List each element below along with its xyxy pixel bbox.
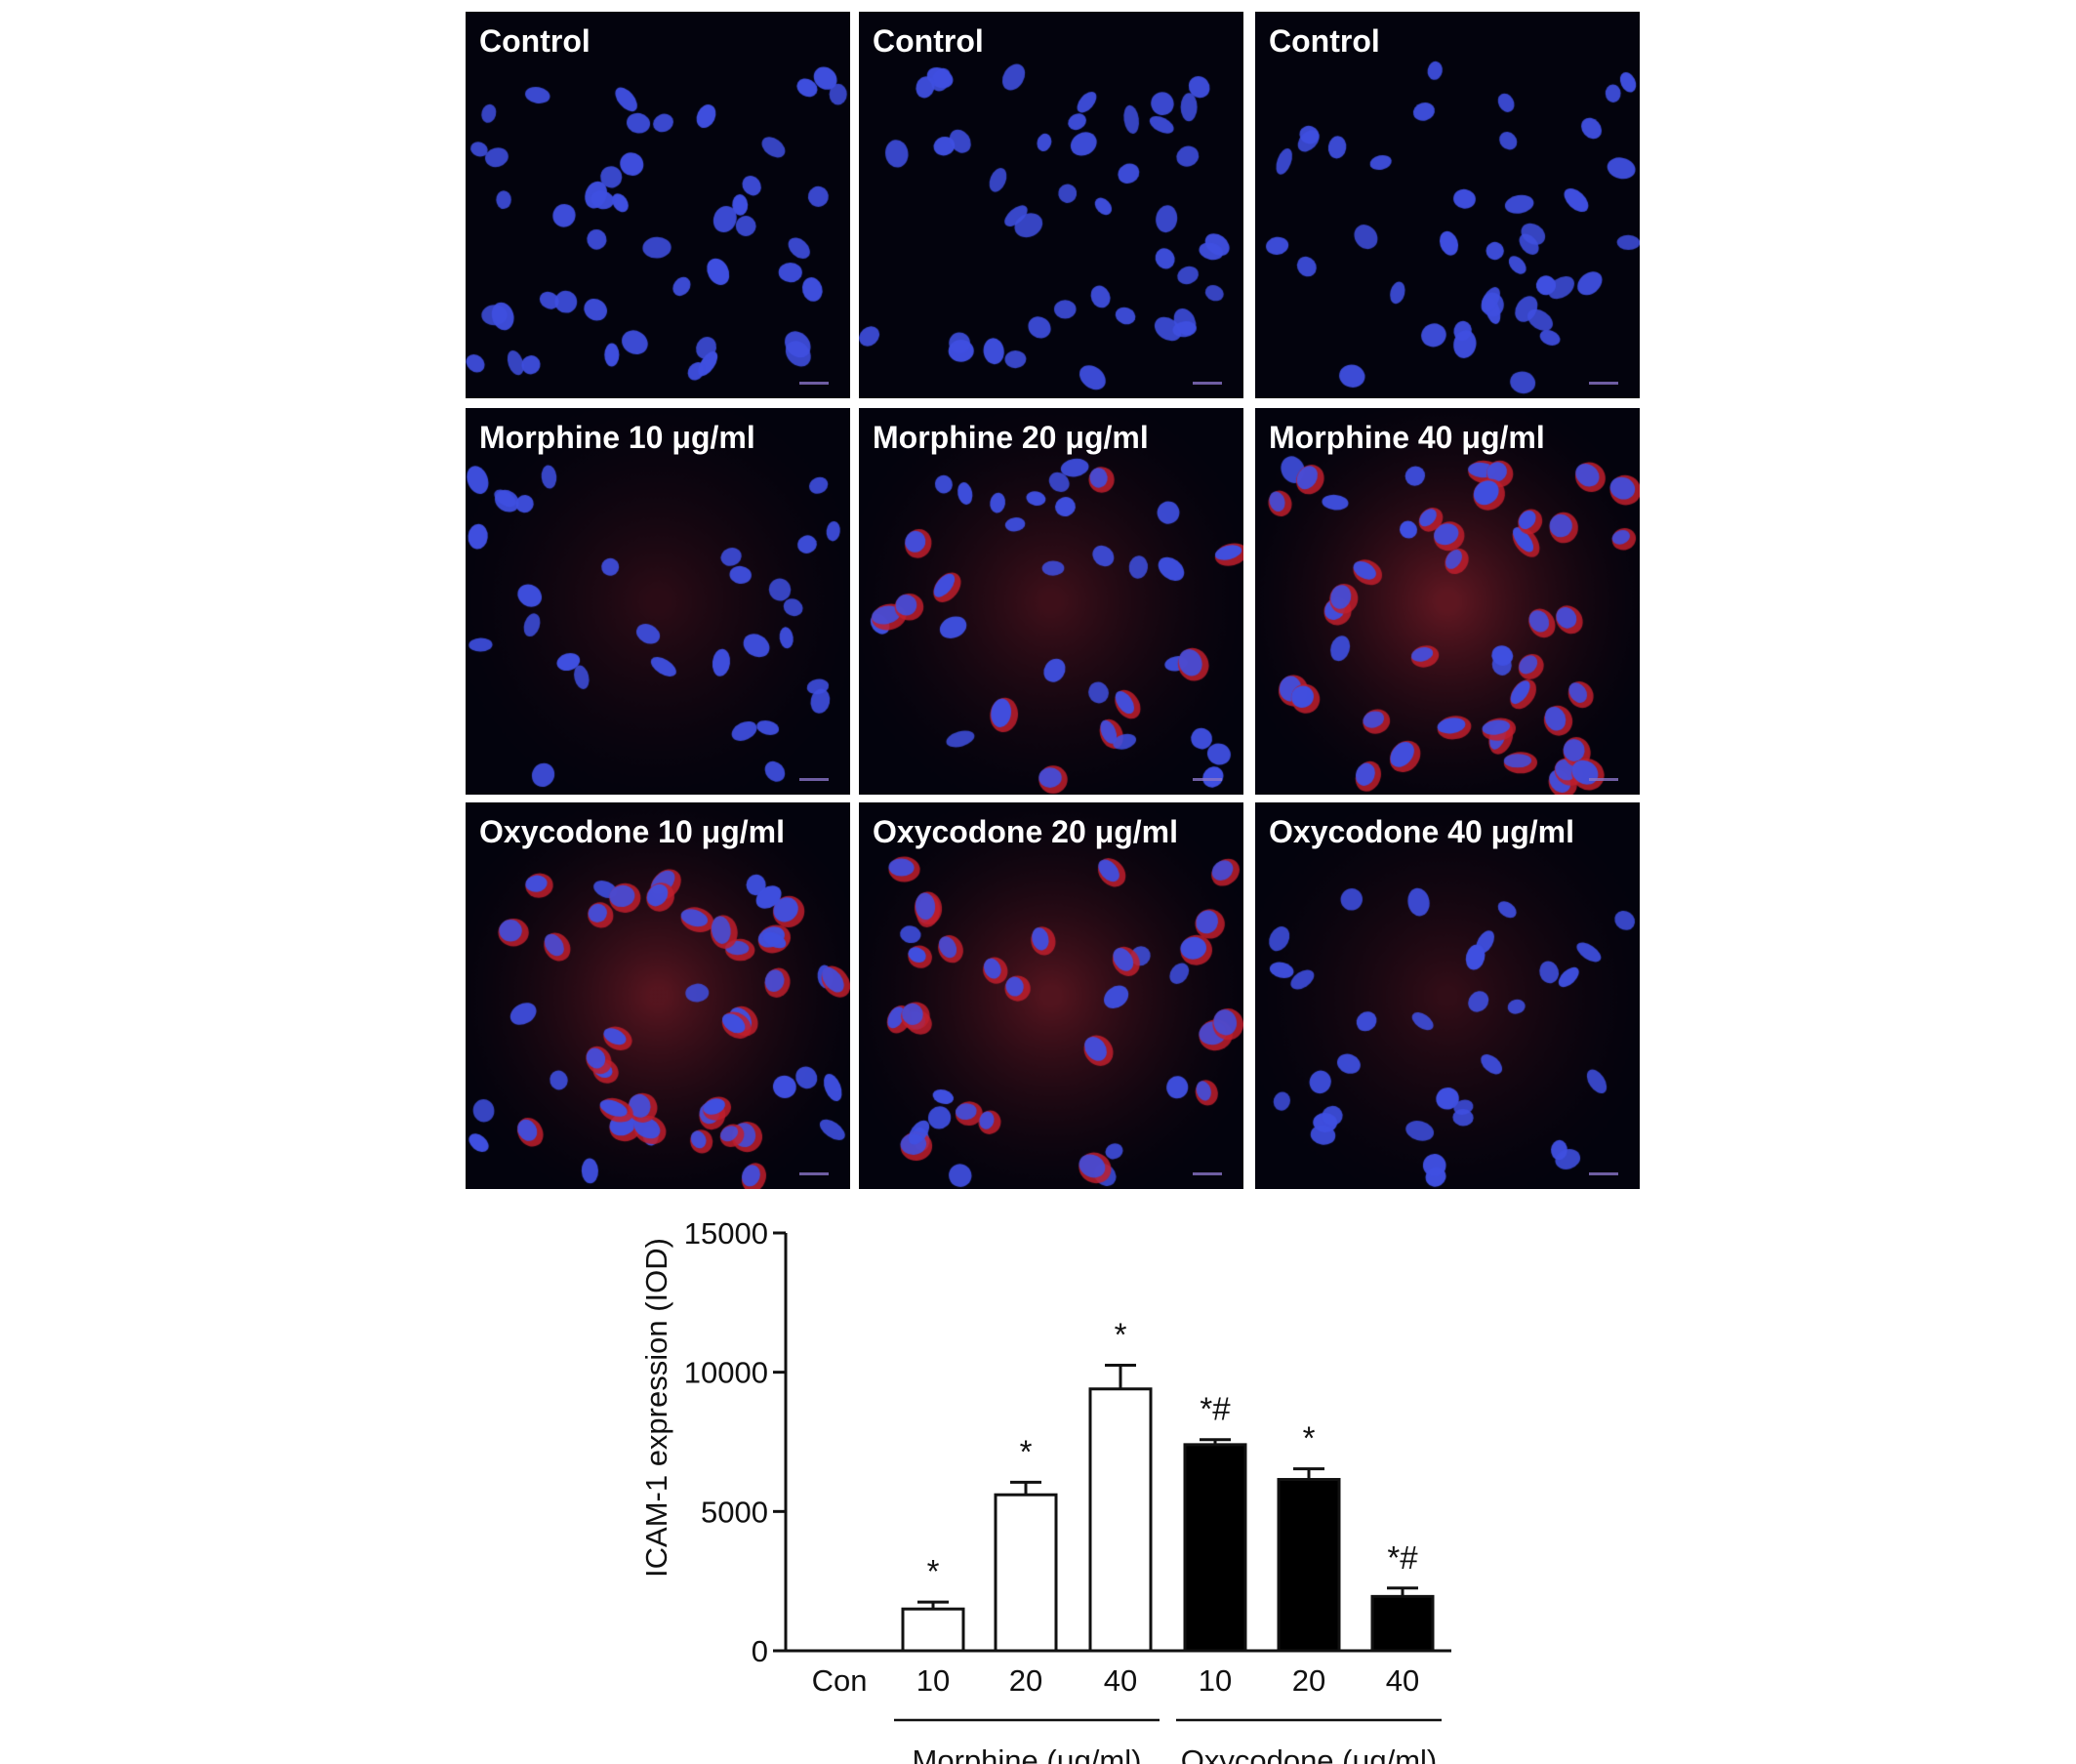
fluorescence-image bbox=[466, 802, 850, 1189]
micrograph-panel: Morphine 40 μg/ml bbox=[1255, 408, 1640, 795]
fluorescence-image bbox=[466, 12, 850, 398]
scale-bar bbox=[1193, 382, 1222, 385]
scale-bar bbox=[799, 382, 829, 385]
scale-bar bbox=[799, 778, 829, 781]
y-axis-title: ICAM-1 expression (IOD) bbox=[639, 1238, 673, 1578]
micrograph-panel: Oxycodone 10 μg/ml bbox=[466, 802, 850, 1189]
panel-label: Morphine 10 μg/ml bbox=[479, 420, 755, 455]
micrograph-panel: Oxycodone 40 μg/ml bbox=[1255, 802, 1640, 1189]
y-tick-label: 15000 bbox=[684, 1216, 768, 1251]
fluorescence-image bbox=[859, 802, 1243, 1189]
x-tick-label: 10 bbox=[916, 1663, 950, 1698]
panel-label: Control bbox=[873, 23, 984, 59]
x-tick-label: 20 bbox=[1009, 1663, 1042, 1698]
x-tick-label: 40 bbox=[1386, 1663, 1419, 1698]
significance-marker: * bbox=[1303, 1420, 1316, 1456]
x-tick-label: 20 bbox=[1292, 1663, 1325, 1698]
micrograph-panel: Morphine 20 μg/ml bbox=[859, 408, 1243, 795]
panel-label: Oxycodone 10 μg/ml bbox=[479, 814, 785, 849]
micrograph-panel: Control bbox=[859, 12, 1243, 398]
scale-bar bbox=[1589, 382, 1618, 385]
micrograph-grid: Control Control Control Morphine 10 μg/ml Mo… bbox=[466, 12, 1640, 1189]
significance-marker: * bbox=[927, 1553, 940, 1589]
y-tick-label: 10000 bbox=[684, 1356, 768, 1390]
scale-bar bbox=[1193, 778, 1222, 781]
fluorescence-image bbox=[1255, 408, 1640, 795]
significance-marker: * bbox=[1115, 1317, 1127, 1353]
bar bbox=[1183, 1443, 1247, 1653]
panel-label: Control bbox=[479, 23, 590, 59]
group-label: Oxycodone (μg/ml) bbox=[1181, 1743, 1438, 1764]
panel-label: Morphine 40 μg/ml bbox=[1269, 420, 1545, 455]
micrograph-panel: Morphine 10 μg/ml bbox=[466, 408, 850, 795]
panel-label: Control bbox=[1269, 23, 1380, 59]
scale-bar bbox=[1589, 778, 1618, 781]
panel-label: Oxycodone 40 μg/ml bbox=[1269, 814, 1574, 849]
bar bbox=[901, 1607, 965, 1653]
fluorescence-image bbox=[859, 12, 1243, 398]
panel-label: Morphine 20 μg/ml bbox=[873, 420, 1149, 455]
micrograph-panel: Control bbox=[1255, 12, 1640, 398]
micrograph-panel: Control bbox=[466, 12, 850, 398]
x-tick-label: 10 bbox=[1199, 1663, 1232, 1698]
micrograph-panel: Oxycodone 20 μg/ml bbox=[859, 802, 1243, 1189]
panel-label: Oxycodone 20 μg/ml bbox=[873, 814, 1178, 849]
y-tick-label: 0 bbox=[752, 1634, 768, 1668]
significance-marker: *# bbox=[1387, 1539, 1418, 1576]
bar bbox=[1088, 1387, 1153, 1653]
y-tick-label: 5000 bbox=[701, 1495, 768, 1529]
x-tick-label: 40 bbox=[1104, 1663, 1137, 1698]
group-label: Morphine (μg/ml) bbox=[913, 1743, 1142, 1764]
bar bbox=[994, 1493, 1058, 1653]
significance-marker: *# bbox=[1200, 1391, 1231, 1427]
fluorescence-image bbox=[1255, 12, 1640, 398]
bar bbox=[1370, 1594, 1435, 1653]
fluorescence-image bbox=[859, 408, 1243, 795]
scale-bar bbox=[1193, 1172, 1222, 1175]
scale-bar bbox=[1589, 1172, 1618, 1175]
significance-marker: * bbox=[1020, 1433, 1033, 1469]
fluorescence-image bbox=[1255, 802, 1640, 1189]
scale-bar bbox=[799, 1172, 829, 1175]
x-tick-label: Con bbox=[812, 1663, 868, 1698]
bar bbox=[1277, 1478, 1341, 1653]
fluorescence-image bbox=[466, 408, 850, 795]
